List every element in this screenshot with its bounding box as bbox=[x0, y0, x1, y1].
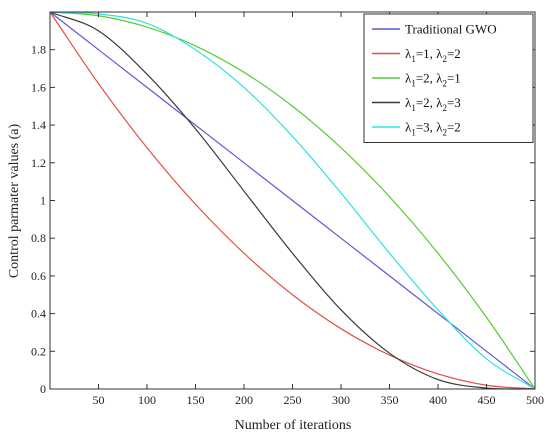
y-tick-label: 0.4 bbox=[31, 307, 46, 321]
legend-entry-1: Traditional GWO bbox=[405, 22, 497, 37]
series-layer bbox=[49, 11, 536, 390]
series-line-2 bbox=[49, 11, 536, 390]
legend-entry-4: λ1=2, λ2=3 bbox=[405, 95, 461, 113]
y-tick-label: 0.8 bbox=[31, 231, 46, 245]
x-tick-label: 400 bbox=[429, 393, 447, 407]
y-tick-label: 1.4 bbox=[31, 118, 46, 132]
axes-layer: 50 100 150 200 250 300 350 400 450 500 0 0.2 0.4 0.6 0… bbox=[31, 11, 544, 407]
x-tick-label: 150 bbox=[187, 393, 205, 407]
legend: Traditional GWO λ1=1, λ2=2 λ1=2, λ2=1 λ1=2,… bbox=[363, 13, 534, 143]
y-tick-label: 0 bbox=[40, 382, 46, 396]
x-tick-label: 50 bbox=[93, 393, 105, 407]
series-line-5 bbox=[49, 11, 536, 390]
y-tick-label: 1.6 bbox=[31, 80, 46, 94]
legend-entry-2: λ1=1, λ2=2 bbox=[405, 46, 461, 64]
x-tick-label: 200 bbox=[235, 393, 253, 407]
y-tick-label: 1.2 bbox=[31, 156, 46, 170]
x-tick-label: 250 bbox=[284, 393, 302, 407]
y-axis-label: Control parmater values (a) bbox=[7, 123, 22, 278]
x-tick-label: 500 bbox=[526, 393, 544, 407]
x-tick-label: 450 bbox=[478, 393, 496, 407]
y-tick-label: 0.2 bbox=[31, 344, 46, 358]
y-tick-label: 1 bbox=[40, 194, 46, 208]
y-tick-label: 0.6 bbox=[31, 269, 46, 283]
x-tick-label: 100 bbox=[138, 393, 156, 407]
legend-entry-3: λ1=2, λ2=1 bbox=[405, 71, 461, 89]
x-tick-label: 350 bbox=[381, 393, 399, 407]
y-tick-label: 1.8 bbox=[31, 43, 46, 57]
legend-entry-5: λ1=3, λ2=2 bbox=[405, 120, 461, 138]
series-line-3 bbox=[49, 11, 536, 390]
x-axis-label: Number of iterations bbox=[235, 418, 352, 433]
x-tick-label: 300 bbox=[332, 393, 350, 407]
series-line-4 bbox=[49, 11, 536, 390]
